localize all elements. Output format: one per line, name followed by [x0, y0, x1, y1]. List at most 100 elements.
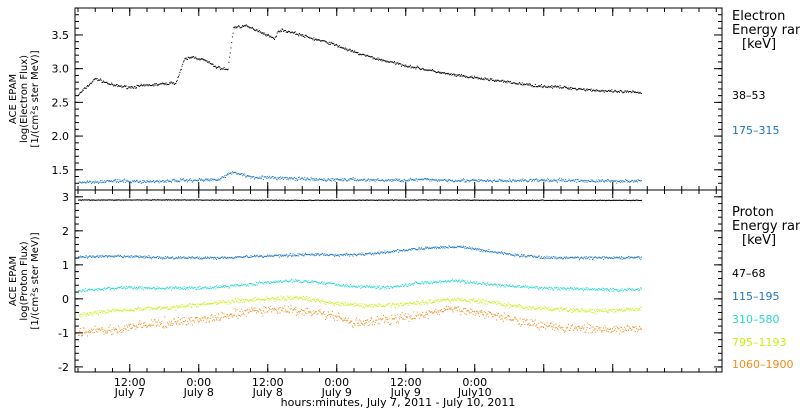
data-point	[79, 92, 81, 94]
data-point	[333, 254, 335, 256]
data-point	[307, 254, 309, 255]
data-point	[276, 199, 277, 201]
data-point	[287, 179, 289, 181]
data-point	[402, 179, 404, 181]
data-point	[250, 283, 252, 285]
data-point	[90, 255, 92, 257]
data-point	[335, 44, 337, 46]
data-point	[200, 179, 202, 181]
data-point	[420, 178, 422, 180]
data-point	[156, 257, 157, 259]
data-point	[588, 89, 590, 90]
data-point	[274, 199, 275, 201]
data-point	[231, 199, 233, 201]
data-point	[166, 199, 168, 201]
data-point	[257, 299, 259, 301]
data-point	[367, 285, 369, 287]
data-point	[376, 287, 378, 289]
data-point	[258, 199, 260, 201]
data-point	[131, 257, 133, 259]
data-point	[549, 86, 551, 88]
data-point	[118, 199, 120, 201]
data-point	[460, 73, 462, 75]
data-point	[223, 285, 225, 286]
data-point	[133, 181, 135, 183]
data-point	[556, 85, 558, 87]
data-point	[360, 199, 362, 201]
data-point	[283, 199, 285, 201]
data-point	[334, 199, 335, 201]
data-point	[124, 199, 126, 201]
data-point	[398, 286, 400, 288]
data-point	[597, 90, 599, 92]
data-point	[603, 256, 605, 258]
data-point	[105, 288, 107, 290]
data-point	[156, 180, 158, 182]
data-point	[538, 180, 540, 182]
data-point	[483, 200, 484, 201]
data-point	[127, 199, 128, 201]
data-point	[541, 287, 543, 289]
data-point	[518, 199, 520, 201]
data-point	[358, 180, 360, 182]
data-point	[625, 179, 627, 181]
data-point	[296, 33, 298, 35]
data-point	[378, 179, 380, 181]
data-point	[589, 289, 591, 291]
data-point	[92, 80, 94, 82]
data-point	[107, 255, 109, 257]
data-point	[527, 180, 529, 182]
data-point	[350, 199, 352, 201]
data-point	[586, 200, 588, 201]
data-point	[247, 256, 249, 258]
data-point	[423, 199, 425, 201]
data-point	[445, 199, 447, 201]
data-point	[556, 199, 558, 201]
data-point	[283, 280, 285, 282]
data-point	[484, 283, 486, 285]
data-point	[502, 252, 504, 254]
data-point	[412, 179, 414, 181]
data-point	[129, 86, 131, 88]
data-point	[158, 83, 160, 85]
data-point	[104, 311, 106, 313]
data-point	[605, 180, 607, 182]
data-point	[425, 301, 427, 303]
data-point	[434, 246, 436, 248]
data-point	[213, 179, 215, 181]
data-point	[99, 199, 101, 201]
data-point	[84, 181, 86, 183]
data-point	[565, 86, 567, 88]
data-point	[175, 286, 177, 288]
data-point	[579, 199, 581, 201]
data-point	[518, 83, 520, 85]
data-point	[117, 255, 119, 257]
data-point	[334, 284, 336, 286]
data-point	[554, 309, 556, 311]
data-point	[637, 199, 639, 201]
data-point	[105, 255, 107, 257]
data-point	[542, 87, 544, 89]
data-point	[178, 256, 179, 258]
data-point	[107, 83, 109, 85]
data-point	[569, 199, 571, 201]
data-point	[586, 88, 588, 90]
data-point	[638, 92, 640, 94]
data-point	[401, 181, 403, 183]
data-point	[142, 256, 144, 258]
data-point	[209, 257, 211, 259]
data-point	[330, 302, 332, 303]
data-point	[604, 308, 606, 310]
data-point	[521, 255, 523, 257]
data-point	[566, 180, 568, 182]
data-point	[594, 257, 596, 259]
data-point	[220, 69, 222, 71]
data-point	[561, 287, 562, 289]
data-point	[538, 288, 540, 290]
data-point	[383, 60, 385, 62]
data-point	[284, 177, 286, 179]
data-point	[545, 200, 547, 202]
data-point	[510, 199, 512, 201]
data-point	[390, 199, 392, 201]
data-point	[367, 54, 369, 56]
